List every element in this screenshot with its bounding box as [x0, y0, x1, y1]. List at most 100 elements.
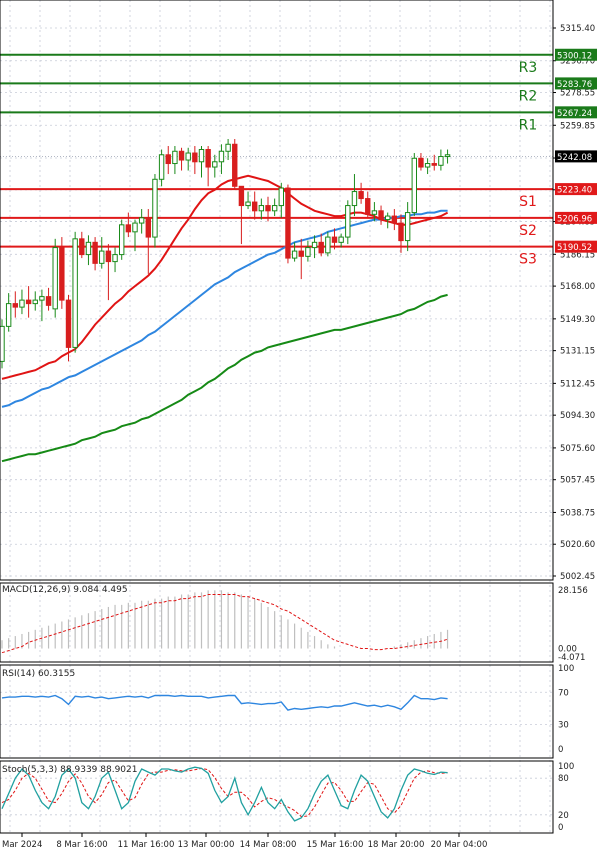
candle-body: [125, 224, 132, 233]
level-price-box: [555, 48, 597, 61]
macd-y-tick: 0.00: [558, 645, 577, 655]
candle-body: [404, 212, 411, 242]
y-tick-label: 5002.45: [560, 572, 595, 582]
candle-body: [351, 191, 358, 207]
y-tick-label: 5094.30: [560, 411, 595, 421]
candle-body: [318, 241, 324, 254]
candle-body: [152, 178, 158, 238]
candle-body: [79, 238, 85, 256]
stoch-label: Stoch(5,3,3) 88.9339 88.9021: [2, 765, 137, 775]
candle-body: [371, 210, 378, 215]
level-name-r2: R2: [519, 88, 538, 104]
candle-body: [238, 185, 245, 207]
x-tick-label: 8 Mar 16:00: [56, 840, 107, 850]
stoch-y-tick: 0: [558, 823, 563, 833]
candle-body: [198, 149, 205, 163]
candle-body: [325, 236, 331, 254]
candle-body: [192, 152, 198, 163]
candle-body: [258, 205, 265, 212]
candle-body: [145, 217, 152, 238]
level-name-s2: S2: [519, 223, 537, 239]
rsi-pane: [1, 694, 448, 711]
candle-body: [345, 205, 351, 238]
candle-body: [99, 250, 105, 264]
candle-body: [52, 247, 58, 310]
stoch-k-line: [1, 766, 448, 822]
candle-body: [305, 247, 311, 257]
candle-body: [172, 150, 178, 165]
candle-body: [378, 210, 384, 221]
stoch-d-line: [1, 767, 448, 818]
x-tick-label: Mar 2024: [2, 840, 42, 850]
pane-frame: [0, 664, 554, 759]
candle-body: [265, 205, 271, 212]
pane-frame: [0, 760, 554, 834]
ma-slow-line: [1, 209, 448, 408]
macd-y-tick: -4.071: [558, 653, 585, 663]
level-name-r1: R1: [519, 117, 538, 133]
x-tick-label: 14 Mar 08:00: [240, 840, 297, 850]
candle-body: [138, 217, 145, 224]
candle-body: [45, 296, 52, 306]
x-tick-label: 13 Mar 00:00: [178, 840, 235, 850]
candle-body: [185, 152, 191, 161]
level-price-box: [555, 183, 597, 196]
level-price-label: 5223.40: [557, 186, 592, 196]
candle-body: [178, 150, 185, 161]
candle-body: [19, 299, 25, 308]
candle-body: [85, 241, 92, 256]
candle-body: [105, 250, 112, 263]
level-price-box: [555, 240, 597, 253]
candle-body: [72, 238, 78, 348]
candle-body: [271, 205, 278, 212]
y-tick-label: 5038.75: [560, 508, 595, 518]
level-price-label: 5283.76: [557, 80, 592, 90]
stoch-pane: [1, 766, 448, 822]
x-tick-label: 15 Mar 16:00: [307, 840, 364, 850]
candle-body: [225, 143, 231, 152]
y-tick-label: 5278.55: [560, 89, 595, 99]
level-name-s3: S3: [519, 252, 537, 268]
candle-body: [158, 154, 165, 180]
candle-body: [245, 201, 251, 207]
candle-body: [331, 236, 338, 243]
candle-body: [205, 149, 211, 168]
rsi-line: [1, 694, 448, 711]
candle-body: [291, 250, 298, 259]
y-tick-label: 5259.85: [560, 121, 595, 131]
candle-body: [391, 215, 398, 224]
level-price-box: [555, 211, 597, 224]
candle-body: [338, 236, 344, 243]
level-price-box: [555, 106, 597, 119]
macd-signal-line: [1, 594, 448, 654]
candle-body: [5, 303, 12, 327]
stoch-y-tick: 20: [558, 811, 569, 821]
candle-body: [444, 154, 451, 158]
candle-body: [311, 241, 318, 249]
y-tick-label: 5075.60: [560, 444, 595, 454]
candle-body: [431, 163, 437, 166]
level-name-r3: R3: [519, 60, 538, 76]
candle-body: [39, 296, 45, 301]
candle-body: [0, 325, 5, 362]
candle-body: [212, 161, 218, 168]
candle-body: [252, 201, 258, 212]
candle-body: [119, 224, 125, 256]
y-tick-label: 5315.40: [560, 24, 595, 34]
candle-body: [65, 299, 72, 348]
rsi-y-tick: 30: [558, 721, 569, 731]
x-tick-label: 11 Mar 16:00: [118, 840, 175, 850]
candle-body: [298, 250, 304, 257]
candle-body: [278, 187, 285, 207]
candle-body: [132, 222, 138, 233]
candle-body: [285, 187, 291, 259]
pane-frame: [0, 582, 554, 663]
y-tick-label: 5168.00: [560, 282, 595, 292]
level-name-s1: S1: [519, 194, 537, 210]
ma-long-line: [1, 293, 448, 463]
stoch-y-tick: 100: [558, 762, 574, 772]
level-price-label: 5300.12: [557, 51, 592, 61]
candle-body: [365, 198, 371, 215]
